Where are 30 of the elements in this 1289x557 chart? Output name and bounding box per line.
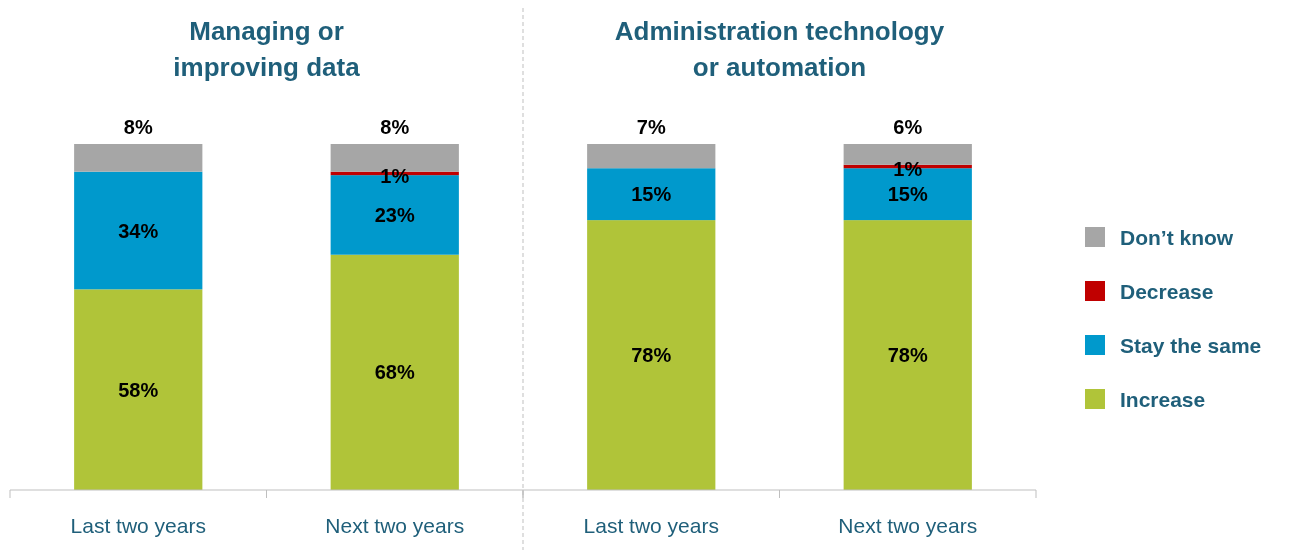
data-label: 8% xyxy=(123,116,153,138)
bar xyxy=(74,144,203,172)
bar xyxy=(74,289,203,490)
x-tick-label: Next two years xyxy=(838,514,978,537)
bar xyxy=(843,220,972,490)
data-label: 6% xyxy=(893,116,923,138)
bar xyxy=(587,220,716,490)
data-label: 7% xyxy=(636,116,666,138)
legend-label: Decrease xyxy=(1120,280,1214,303)
legend-label: Don’t know xyxy=(1120,226,1234,249)
x-tick-label: Last two years xyxy=(70,514,206,537)
data-label: 78% xyxy=(631,344,672,367)
x-tick-label: Last two years xyxy=(583,514,719,537)
data-label: 68% xyxy=(374,361,415,384)
x-tick-label: Next two years xyxy=(325,514,465,537)
legend-label: Stay the same xyxy=(1120,334,1262,357)
data-label: 78% xyxy=(887,344,928,367)
data-label: 58% xyxy=(118,378,159,401)
chart-title: Managing or improving data xyxy=(173,16,361,82)
data-label: 23% xyxy=(374,203,415,226)
legend-label: Increase xyxy=(1120,388,1206,411)
bar xyxy=(74,171,203,290)
bar xyxy=(587,168,716,221)
data-label: 34% xyxy=(118,219,159,242)
bar xyxy=(587,144,716,169)
data-label: 15% xyxy=(631,183,672,206)
bar xyxy=(330,254,459,490)
data-label: 8% xyxy=(380,116,410,138)
data-label: 15% xyxy=(887,183,928,206)
chart-title: Administration technology or automation xyxy=(614,16,945,82)
